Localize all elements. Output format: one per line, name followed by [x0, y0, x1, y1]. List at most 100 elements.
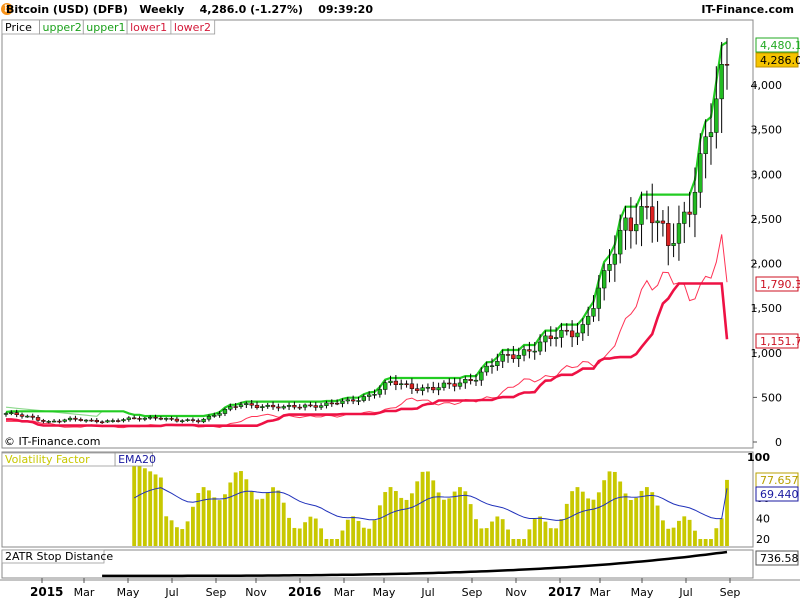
volatility-bar	[426, 471, 430, 546]
candle-body	[233, 406, 238, 408]
volatility-bar	[223, 494, 227, 546]
candle-body	[340, 400, 345, 404]
volatility-bar	[287, 517, 291, 546]
candle-body	[57, 420, 62, 423]
volatility-bar	[164, 516, 169, 546]
volatility-bar	[687, 519, 692, 546]
volatility-bar	[564, 503, 569, 546]
candle-body	[9, 412, 14, 414]
volatility-bar	[191, 506, 195, 546]
candle-body	[19, 414, 25, 417]
volatility-bar	[527, 529, 532, 546]
volatility-bar	[436, 492, 441, 546]
volatility-bar	[244, 479, 249, 546]
candle-body	[687, 211, 692, 215]
y-tick-label: 2,500	[751, 213, 783, 226]
volatility-bar	[249, 491, 254, 546]
volatility-bar	[351, 516, 356, 546]
volatility-bar	[644, 487, 649, 546]
candle-body	[212, 415, 217, 417]
legend-item-Price: Price	[5, 21, 32, 34]
volatility-bar	[698, 539, 703, 546]
price-value-label: 4,286.0	[760, 54, 800, 67]
candle-body	[67, 417, 73, 421]
candle-body	[99, 421, 105, 424]
volatility-bar	[682, 516, 687, 546]
candle-body	[399, 383, 404, 385]
candle-body	[671, 243, 676, 246]
candle-body	[83, 419, 89, 422]
candle-body	[297, 406, 302, 409]
volatility-bar	[570, 491, 575, 546]
volatility-bar	[693, 530, 697, 546]
x-tick-label: Jul	[164, 586, 178, 599]
chart-title: Bitcoin (USD) (DFB) Weekly 4,286.0 (-1.2…	[6, 3, 373, 16]
volatility-bar	[132, 462, 137, 546]
volatility-bar	[447, 498, 452, 546]
y-tick-label: 3,500	[751, 124, 783, 137]
candle-body	[553, 337, 559, 339]
candle-body	[169, 418, 174, 420]
volatility-bar	[655, 505, 660, 546]
candle-body	[495, 361, 500, 366]
candle-body	[505, 354, 511, 356]
volatility-bar	[185, 521, 190, 546]
candle-body	[313, 405, 318, 408]
volatility-bar	[618, 481, 623, 546]
candle-body	[110, 420, 115, 422]
y-tick-label: 1,500	[751, 302, 783, 315]
volatility-bar	[538, 516, 542, 546]
volatility-bar	[292, 527, 297, 546]
lower1-value-label-box	[755, 276, 799, 292]
candle-body	[708, 132, 714, 138]
candle-body	[62, 419, 67, 422]
candle-body	[94, 419, 99, 423]
candle-body	[222, 408, 228, 414]
candle-body	[377, 389, 383, 395]
price-change: (-1.27%)	[250, 3, 303, 16]
candle-body	[115, 420, 121, 422]
candle-body	[537, 341, 543, 352]
y-tick-label: 3,000	[751, 168, 783, 181]
candle-body	[228, 406, 233, 410]
volatility-bar	[452, 491, 457, 546]
y-tick-label: 1,000	[751, 347, 783, 360]
candle-body	[302, 404, 308, 408]
candle-body	[137, 418, 142, 420]
bitcoin-icon: ₿	[1, 3, 13, 15]
candle-body	[457, 382, 463, 387]
volatility-bar	[207, 490, 211, 546]
upper-value-label: 4,480.1	[760, 39, 800, 52]
volatility-bar	[137, 465, 142, 546]
candle-body	[618, 229, 623, 255]
ema20-value-label-box	[755, 486, 799, 502]
candle-body	[185, 419, 190, 421]
candle-body	[206, 416, 212, 420]
candle-body	[174, 418, 180, 422]
candle-body	[350, 399, 356, 402]
volatility-bar	[714, 528, 719, 546]
candle-body	[14, 412, 19, 415]
candle-body	[623, 217, 628, 231]
candle-body	[431, 386, 436, 391]
candle-body	[692, 191, 698, 215]
candle-body	[596, 287, 601, 309]
candle-body	[126, 417, 132, 420]
volatility-bar	[420, 471, 425, 546]
candle-body	[436, 387, 441, 391]
volatility-bar	[201, 487, 206, 546]
copyright-label: © IT-Finance.com	[4, 435, 101, 448]
candle-body	[655, 220, 660, 224]
candle-body	[703, 136, 708, 154]
x-tick-label: May	[117, 586, 140, 599]
candle-body	[367, 394, 372, 397]
lower2-line	[6, 282, 729, 428]
volatility-bar	[383, 492, 388, 546]
volatility-bar	[463, 491, 468, 546]
vol-tick-label: 20	[756, 533, 770, 546]
volatility-bar	[174, 527, 179, 546]
last-price: 4,286.0	[199, 3, 247, 16]
candle-body	[201, 418, 206, 423]
candle-body	[516, 354, 521, 359]
